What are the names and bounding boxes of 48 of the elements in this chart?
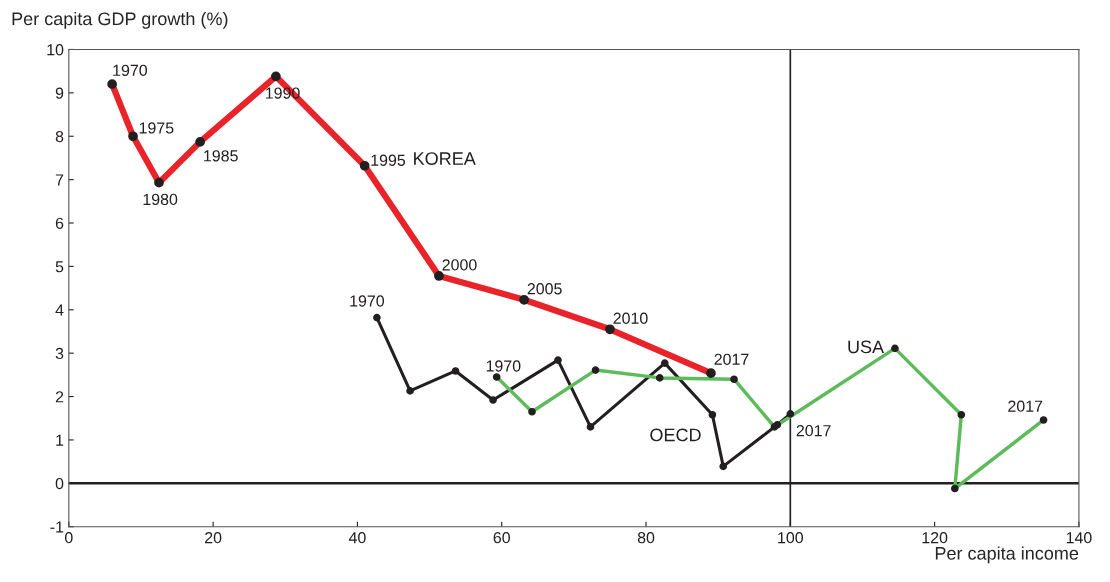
y-axis-title: Per capita GDP growth (%) <box>12 11 228 29</box>
point <box>554 356 562 364</box>
y-tick-label: 9 <box>55 87 64 99</box>
y-tick-label: 7 <box>55 174 64 186</box>
annotation: 1975 <box>139 122 174 134</box>
annotation: 2017 <box>714 353 749 365</box>
point <box>373 313 381 322</box>
x-tick-label: 40 <box>348 531 366 544</box>
y-tick-label: 4 <box>55 304 64 316</box>
y-tick-label: 2 <box>55 391 64 403</box>
annotation: 2005 <box>527 283 562 295</box>
x-tick-label: 100 <box>778 531 804 544</box>
point <box>660 359 669 367</box>
point <box>489 396 497 404</box>
point <box>451 367 460 375</box>
y-tick-label: 8 <box>55 130 64 143</box>
series-label: OECD <box>650 428 701 442</box>
x-tick-label: 60 <box>493 531 510 544</box>
annotation: 1995 <box>371 154 406 166</box>
point <box>708 410 717 419</box>
annotation: 2010 <box>613 312 648 324</box>
y-tick-label: 3 <box>55 347 64 360</box>
x-tick-label: 120 <box>922 531 948 544</box>
series-label: USA <box>848 340 885 354</box>
annotation: 1970 <box>113 64 148 76</box>
point <box>586 423 595 431</box>
annotation: 1980 <box>143 193 178 206</box>
point <box>786 410 795 418</box>
text: KOREA <box>414 152 476 165</box>
x-tick-label: 140 <box>1066 531 1092 544</box>
y-tick-label: 0 <box>55 477 64 490</box>
annotation: 2000 <box>442 259 477 271</box>
annotation: 2017 <box>796 424 831 437</box>
point <box>406 387 414 395</box>
annotation: 2017 <box>1008 400 1043 412</box>
y-tick-label: 5 <box>55 261 64 273</box>
y-tick-label: 1 <box>56 434 64 446</box>
point <box>719 462 728 471</box>
x-tick-label: 80 <box>637 531 655 544</box>
x-tick-label: 20 <box>205 531 222 544</box>
annotation: 1970 <box>486 360 521 372</box>
annotation: 1970 <box>350 295 385 307</box>
y-tick-label: 6 <box>55 217 64 229</box>
x-axis-title: Per capita income <box>935 546 1079 564</box>
annotation: 1985 <box>204 150 238 162</box>
x-tick-label: 0 <box>65 531 73 544</box>
y-tick-label: -1 <box>50 521 64 533</box>
y-tick-label: 10 <box>47 44 64 56</box>
